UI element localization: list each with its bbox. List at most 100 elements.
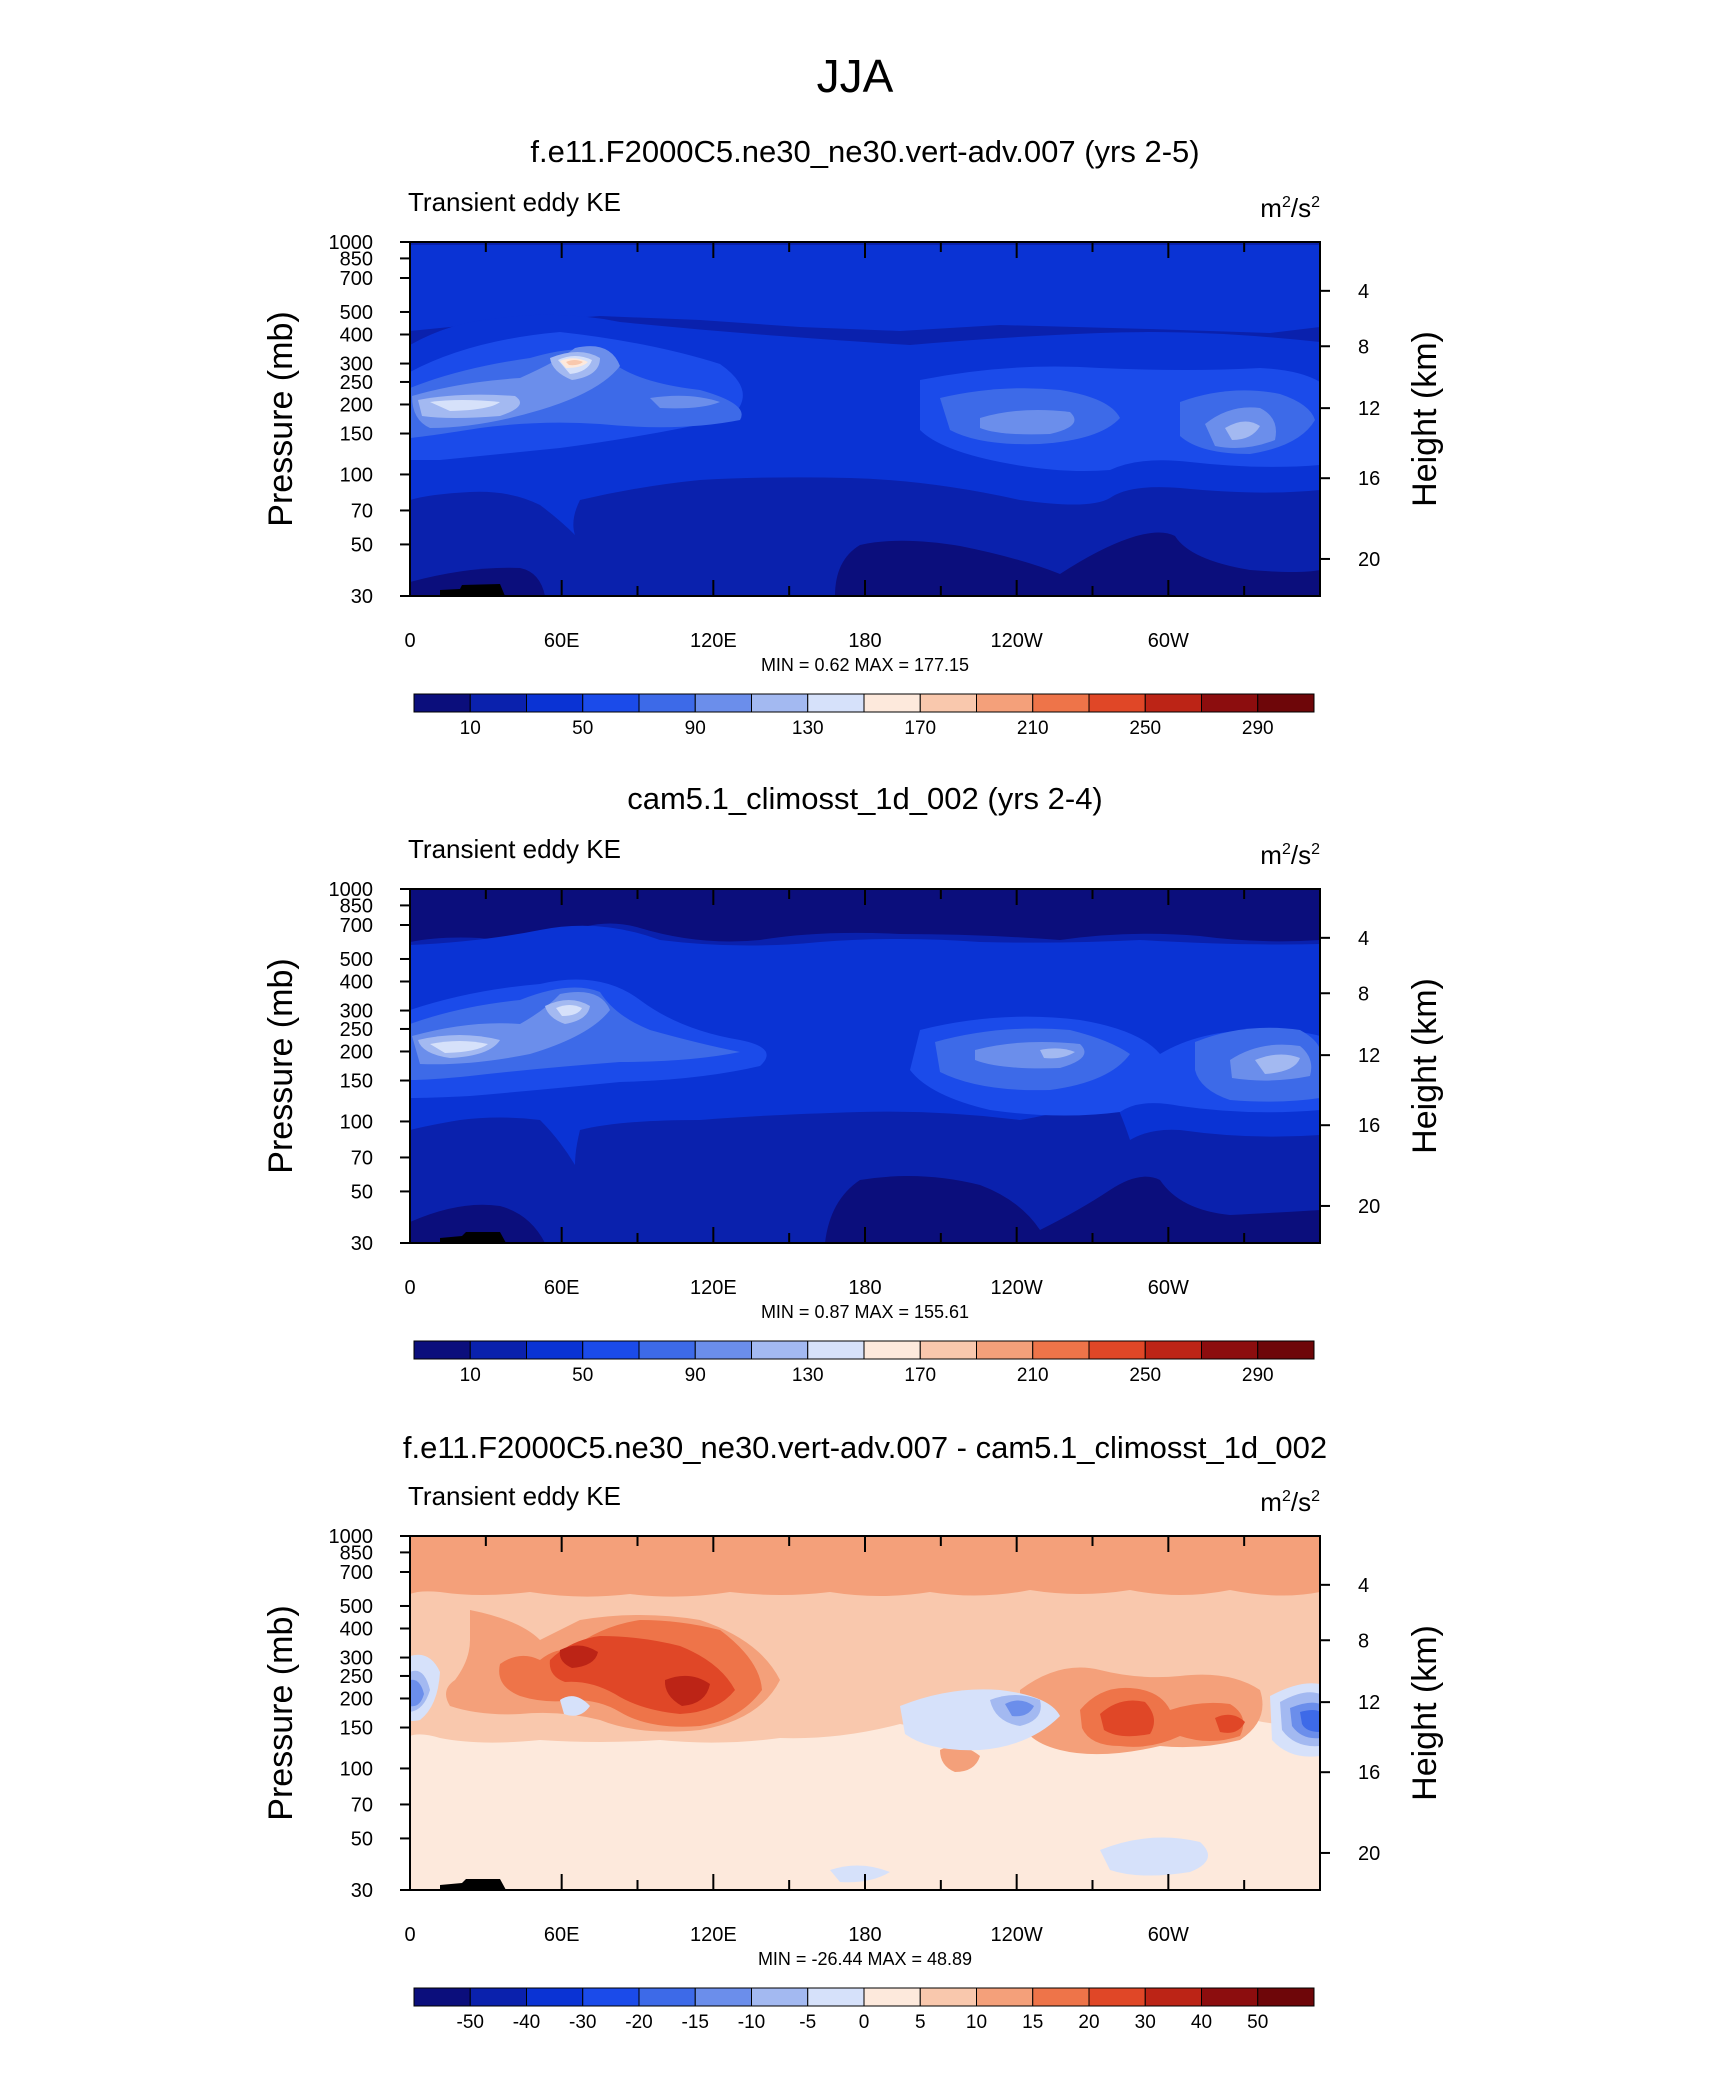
- y-tick-label: 50: [351, 534, 373, 556]
- contour-band: [980, 410, 1075, 435]
- y-right-tick-label: 12: [1358, 398, 1380, 420]
- colorbar-label: 210: [1017, 1365, 1049, 1386]
- panel-1-stats: MIN = 0.62 MAX = 177.15: [761, 655, 969, 675]
- contour-band: [410, 1204, 545, 1243]
- panel-2-colorbar: 10 50 90 130 170 210 250 290: [413, 1340, 1315, 1386]
- colorbar-box: [1257, 1340, 1315, 1360]
- panel-1-variable: Transient eddy KE: [408, 187, 621, 217]
- y-tick-label: 700: [340, 915, 373, 937]
- x-tick-label: 180: [848, 1277, 881, 1299]
- colorbar-box: [807, 1340, 865, 1360]
- x-tick-label: 120E: [690, 1277, 737, 1299]
- contour-band: [559, 1645, 598, 1668]
- colorbar-label: -30: [569, 2012, 596, 2033]
- panel-1-colorbar: 10 50 90 130 170 210 250 290: [413, 693, 1315, 739]
- y-tick-label: 30: [351, 1880, 373, 1902]
- panel-2-units: m2/s2: [1260, 840, 1320, 870]
- colorbar-label: 20: [1078, 2012, 1099, 2033]
- colorbar-box: [526, 693, 584, 713]
- y-right-tick-label: 16: [1358, 1115, 1380, 1137]
- colorbar-box: [863, 693, 921, 713]
- y-tick-label: 500: [340, 1596, 373, 1618]
- x-tick-label: 60W: [1148, 630, 1189, 652]
- y-tick-label: 100: [340, 1758, 373, 1780]
- contour-band: [650, 395, 720, 409]
- colorbar-box: [1032, 1987, 1090, 2007]
- x-tick-label: 60E: [544, 1924, 580, 1946]
- x-tick-label: 60W: [1148, 1924, 1189, 1946]
- colorbar-label: 40: [1191, 2012, 1212, 2033]
- y-tick-label: 250: [340, 1019, 373, 1041]
- x-tick-label: 60E: [544, 1277, 580, 1299]
- colorbar-box: [751, 1987, 809, 2007]
- colorbar-box: [638, 1340, 696, 1360]
- y-tick-label: 70: [351, 1794, 373, 1816]
- panel-1: f.e11.F2000C5.ne30_ne30.vert-adv.007 (yr…: [262, 134, 1444, 739]
- colorbar-box: [976, 1987, 1034, 2007]
- colorbar-box: [413, 1340, 471, 1360]
- colorbar-box: [919, 1987, 977, 2007]
- x-tick-label: 120E: [690, 630, 737, 652]
- x-tick-label: 0: [404, 1277, 415, 1299]
- y-right-axis-label: Height (km): [1406, 331, 1444, 507]
- colorbar-label: 30: [1135, 2012, 1156, 2033]
- colorbar-label: 290: [1242, 1365, 1274, 1386]
- contour-band: [1100, 1700, 1154, 1737]
- colorbar-label: 250: [1129, 1365, 1161, 1386]
- colorbar-box: [1201, 1340, 1259, 1360]
- colorbar-label: -10: [738, 2012, 765, 2033]
- y-tick-label: 250: [340, 372, 373, 394]
- x-tick-label: 180: [848, 630, 881, 652]
- panel-3-field: [410, 1536, 1320, 1890]
- colorbar-box: [469, 1987, 527, 2007]
- colorbar-box: [863, 1340, 921, 1360]
- colorbar-label: 10: [460, 1365, 481, 1386]
- colorbar-box: [526, 1340, 584, 1360]
- colorbar-box: [638, 693, 696, 713]
- colorbar-box: [863, 1987, 921, 2007]
- colorbar-box: [694, 1340, 752, 1360]
- panel-2-stats: MIN = 0.87 MAX = 155.61: [761, 1302, 969, 1322]
- colorbar-label: 15: [1022, 2012, 1043, 2033]
- y-right-tick-label: 4: [1358, 1575, 1369, 1597]
- colorbar-box: [694, 693, 752, 713]
- y-tick-label: 300: [340, 354, 373, 376]
- panel-1-field: [410, 242, 1320, 596]
- y-tick-label: 400: [340, 325, 373, 347]
- colorbar-label: 50: [1247, 2012, 1268, 2033]
- colorbar-label: 50: [572, 1365, 593, 1386]
- y-tick-label: 500: [340, 949, 373, 971]
- land-mask: [440, 1232, 506, 1243]
- contour-band: [835, 532, 1320, 596]
- contour-band: [1300, 1710, 1320, 1732]
- colorbar-box: [1088, 693, 1146, 713]
- y-right-tick-label: 12: [1358, 1045, 1380, 1067]
- colorbar-label: 0: [859, 2012, 870, 2033]
- colorbar-box: [582, 1340, 640, 1360]
- colorbar-label: 210: [1017, 718, 1049, 739]
- colorbar-box: [582, 693, 640, 713]
- colorbar-box: [807, 693, 865, 713]
- colorbar-box: [807, 1987, 865, 2007]
- contour-band: [664, 1675, 710, 1706]
- colorbar-box: [1201, 1987, 1259, 2007]
- x-tick-label: 120E: [690, 1924, 737, 1946]
- contour-band: [410, 925, 1320, 1165]
- y-right-tick-label: 4: [1358, 281, 1369, 303]
- y-tick-label: 50: [351, 1181, 373, 1203]
- y-tick-label: 500: [340, 302, 373, 324]
- contour-band: [560, 1696, 590, 1716]
- y-right-tick-label: 8: [1358, 336, 1369, 358]
- colorbar-box: [526, 1987, 584, 2007]
- x-tick-label: 180: [848, 1924, 881, 1946]
- y-right-tick-label: 8: [1358, 1630, 1369, 1652]
- colorbar-box: [469, 1340, 527, 1360]
- contour-band: [410, 889, 1320, 942]
- contour-band: [1005, 1700, 1034, 1717]
- y-tick-label: 850: [340, 1542, 373, 1564]
- y-tick-label: 700: [340, 1562, 373, 1584]
- x-tick-label: 120W: [991, 1277, 1043, 1299]
